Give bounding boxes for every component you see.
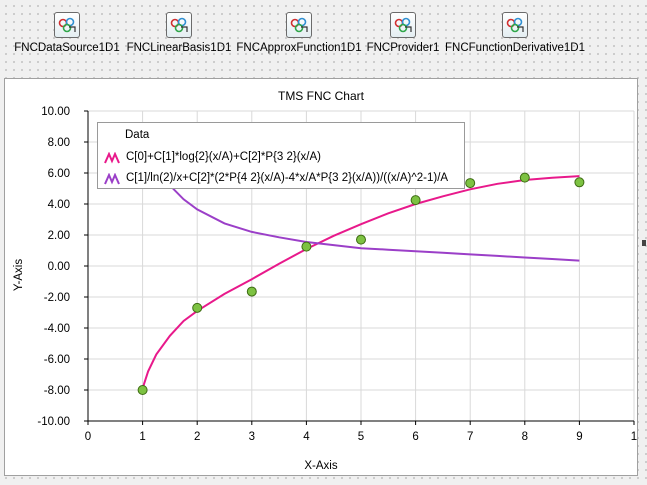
data-point bbox=[301, 241, 312, 252]
legend-entry-label: C[0]+C[1]*log{2}(x/A)+C[2]*P{3 2}(x/A) bbox=[126, 151, 321, 163]
data-point bbox=[410, 195, 421, 206]
derivative-line bbox=[158, 169, 580, 262]
y-tick-label: 0.00 bbox=[48, 261, 70, 273]
data-point bbox=[356, 234, 366, 245]
y-tick-label: 4.00 bbox=[48, 199, 70, 211]
data-point bbox=[137, 385, 148, 395]
x-tick-label: 7 bbox=[467, 431, 473, 443]
y-tick-label: 8.00 bbox=[48, 137, 70, 149]
x-tick-label: 5 bbox=[358, 431, 364, 443]
y-tick-label: -8.00 bbox=[44, 385, 70, 397]
fnc-linearbasis-icon[interactable] bbox=[166, 12, 192, 38]
data-point bbox=[246, 286, 257, 297]
approx-function-line bbox=[141, 175, 580, 389]
data-point bbox=[519, 172, 530, 183]
data-point bbox=[192, 302, 203, 313]
y-tick-label: 6.00 bbox=[48, 168, 70, 180]
tms-fnc-chart[interactable]: TMS FNC Chart 10.00 8.00 6.00 4.00 2.00 0.00 -… bbox=[4, 78, 638, 476]
fnc-functionderivative-label: FNCFunctionDerivative1D1 bbox=[445, 42, 585, 54]
chart-title: TMS FNC Chart bbox=[277, 89, 364, 103]
chart-legend: Data C[0]+C[1]*log{2}(x/A)+C[2]*P{3 2}(x… bbox=[97, 122, 465, 189]
x-axis-title: X-Axis bbox=[304, 460, 338, 472]
fnc-provider-label: FNCProvider1 bbox=[366, 42, 440, 54]
data-point bbox=[465, 178, 476, 189]
fnc-datasource-label: FNCDataSource1D1 bbox=[14, 42, 120, 54]
y-axis-title: Y-Axis bbox=[13, 258, 26, 292]
x-tick-label: 2 bbox=[194, 431, 200, 443]
legend-title: Data bbox=[125, 129, 150, 141]
fnc-approxfunction-label: FNCApproxFunction1D1 bbox=[236, 42, 362, 54]
resize-handle[interactable] bbox=[642, 240, 646, 246]
x-tick-label: 4 bbox=[303, 431, 310, 443]
x-tick-label: 9 bbox=[576, 431, 582, 443]
x-tick-label: 0 bbox=[85, 431, 91, 443]
legend-entry-label: C[1]/ln(2)/x+C[2]*(2*P{4 2}(x/A)-4*x/A*P… bbox=[126, 172, 449, 184]
x-tick-label: 8 bbox=[522, 431, 528, 443]
fnc-datasource-icon[interactable] bbox=[54, 12, 80, 38]
x-tick-label: 1 bbox=[139, 431, 145, 443]
y-tick-label: -4.00 bbox=[44, 323, 70, 335]
fnc-functionderivative-icon[interactable] bbox=[502, 12, 528, 38]
series-line-icon bbox=[104, 152, 120, 164]
y-tick-label: -2.00 bbox=[44, 292, 70, 304]
x-tick-label: 6 bbox=[412, 431, 418, 443]
fnc-linearbasis-label: FNCLinearBasis1D1 bbox=[126, 42, 232, 54]
y-tick-label: -6.00 bbox=[44, 354, 70, 366]
y-tick-label: -10.00 bbox=[37, 416, 70, 428]
series-line-icon bbox=[104, 173, 120, 185]
fnc-provider-icon[interactable] bbox=[390, 12, 416, 38]
fnc-approxfunction-icon[interactable] bbox=[286, 12, 312, 38]
x-tick-label: 1 bbox=[631, 431, 637, 443]
x-tick-label: 3 bbox=[249, 431, 255, 443]
y-tick-label: 2.00 bbox=[48, 230, 70, 242]
y-tick-label: 10.00 bbox=[41, 106, 70, 118]
data-point bbox=[574, 177, 585, 188]
